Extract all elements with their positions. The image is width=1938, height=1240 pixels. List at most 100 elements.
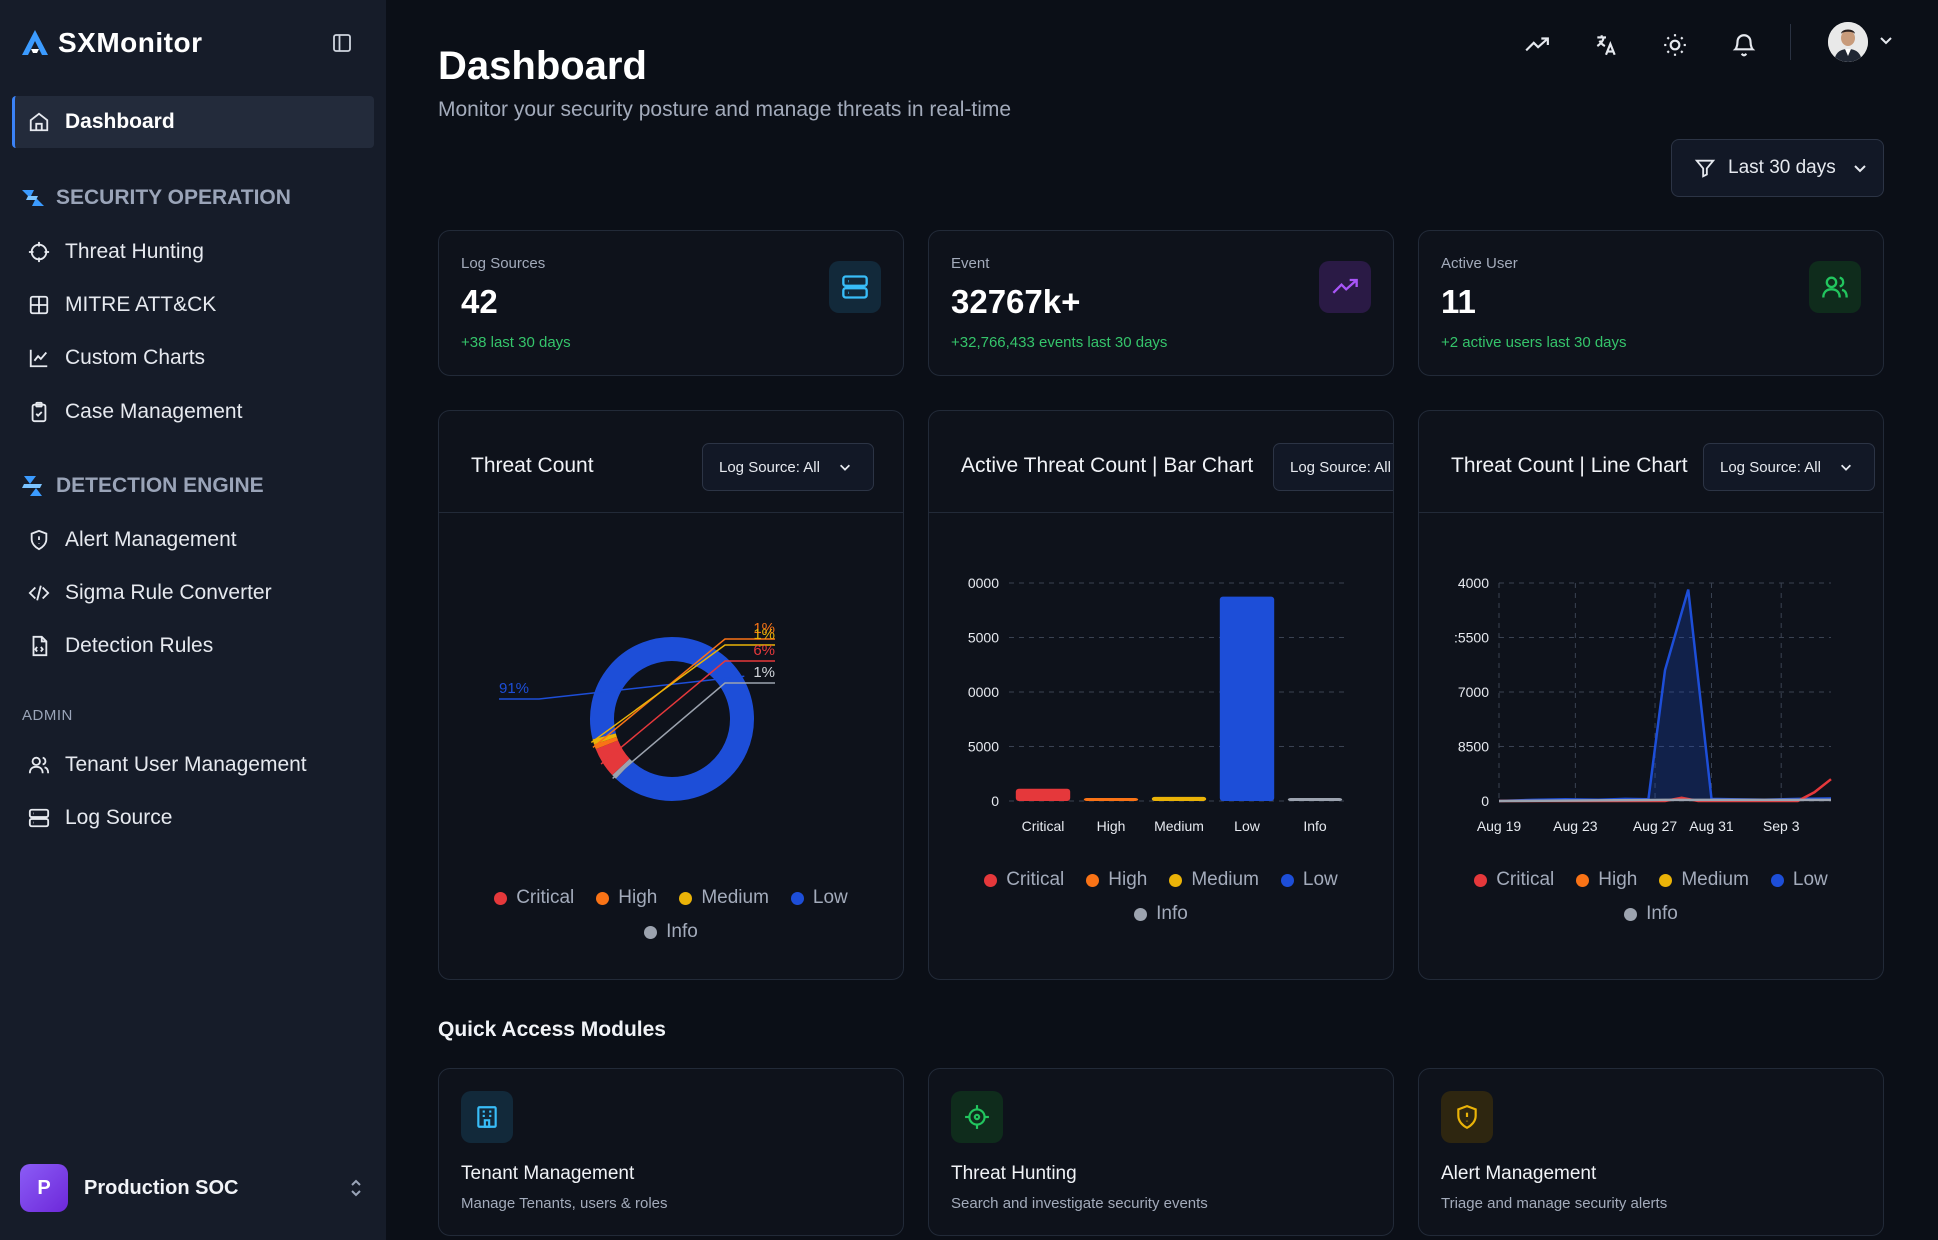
sidebar-item-label: Alert Management (65, 528, 237, 551)
legend-dot (1134, 907, 1148, 921)
sidebar-item-label: Detection Rules (65, 634, 214, 657)
y-tick-label: 8500 (1458, 739, 1489, 755)
quick-access-alert-management[interactable]: Alert Management Triage and manage secur… (1418, 1068, 1884, 1236)
sidebar-toggle-icon[interactable] (330, 31, 354, 55)
trending-up-icon[interactable] (1522, 30, 1552, 60)
sidebar: SXMonitor Dashboard SECURITY OPERATION T… (0, 0, 386, 1240)
stat-card-active-user: Active User 11 +2 active users last 30 d… (1418, 230, 1884, 376)
sidebar-item-sigma-rule-converter[interactable]: Sigma Rule Converter (12, 567, 374, 619)
legend-label: Critical (516, 887, 575, 908)
chart-legend: Critical High Medium Low Info (1419, 869, 1883, 925)
server-icon (829, 261, 881, 313)
donut-slice-high (594, 736, 619, 750)
quick-access-tenant-management[interactable]: Tenant Management Manage Tenants, users … (438, 1068, 904, 1236)
stat-card-event: Event 32767k+ +32,766,433 events last 30… (928, 230, 1394, 376)
quick-access-threat-hunting[interactable]: Threat Hunting Search and investigate se… (928, 1068, 1394, 1236)
legend-item-critical[interactable]: Critical (494, 887, 574, 909)
log-source-label: Log Source: All (1290, 458, 1391, 476)
line-chart: 0 8500 7000:5500 4000 Aug 19 Aug 23 Aug 27 Aug … (1454, 575, 1832, 834)
legend-label: Medium (1681, 869, 1749, 890)
legend-label: Low (812, 887, 848, 908)
sidebar-item-custom-charts[interactable]: Custom Charts (12, 332, 374, 384)
log-source-select[interactable]: Log Source: All (1273, 443, 1393, 491)
legend-item-high[interactable]: High (1576, 869, 1637, 891)
stat-delta: +2 active users last 30 days (1441, 334, 1627, 351)
legend-label: Info (666, 921, 698, 942)
bar-medium (1151, 796, 1207, 801)
shield-alert-icon (27, 528, 51, 552)
sidebar-item-label: Threat Hunting (65, 240, 204, 263)
donut-chart: 91%1%1%6%1% (499, 620, 775, 801)
y-tick-label: 5000 (968, 739, 999, 755)
chevron-down-icon (1854, 165, 1866, 173)
legend-item-critical[interactable]: Critical (1474, 869, 1554, 891)
legend-item-low[interactable]: Low (790, 887, 848, 909)
sidebar-item-mitre[interactable]: MITRE ATT&CK (12, 279, 374, 331)
y-tick-label: 0 (1481, 793, 1489, 809)
date-range-select[interactable]: Last 30 days (1671, 139, 1884, 197)
x-tick-label: High (1097, 818, 1126, 834)
sidebar-item-alert-management[interactable]: Alert Management (12, 514, 374, 566)
sidebar-item-detection-rules[interactable]: Detection Rules (12, 620, 374, 672)
sidebar-item-log-source[interactable]: Log Source (12, 792, 374, 844)
legend-item-low[interactable]: Low (1280, 869, 1338, 891)
user-avatar[interactable] (1828, 22, 1868, 62)
legend-label: High (1108, 869, 1148, 890)
legend-item-medium[interactable]: Medium (679, 887, 769, 909)
module-name: Alert Management (1441, 1163, 1597, 1184)
sidebar-item-threat-hunting[interactable]: Threat Hunting (12, 226, 374, 278)
legend-item-info[interactable]: Info (644, 921, 698, 943)
log-source-label: Log Source: All (719, 458, 820, 476)
legend-item-medium[interactable]: Medium (1169, 869, 1259, 891)
legend-label: Medium (701, 887, 769, 908)
translate-icon[interactable] (1591, 30, 1621, 60)
legend-label: High (1598, 869, 1638, 890)
legend-label: Critical (1006, 869, 1065, 890)
donut-leader-info (612, 682, 775, 779)
legend-item-medium[interactable]: Medium (1659, 869, 1749, 891)
chart-legend: Critical High Medium Low Info (929, 869, 1393, 925)
brand[interactable]: SXMonitor (20, 24, 203, 62)
sun-icon[interactable] (1660, 30, 1690, 60)
legend-label: Critical (1496, 869, 1555, 890)
stat-delta: +32,766,433 events last 30 days (951, 334, 1168, 351)
module-name: Threat Hunting (951, 1163, 1077, 1184)
threat-line-card: Threat Count | Line Chart Log Source: Al… (1418, 410, 1884, 980)
donut-label-critical: 6% (753, 642, 775, 659)
module-desc: Triage and manage security alerts (1441, 1195, 1668, 1212)
legend-label: Info (1646, 903, 1678, 924)
org-switcher[interactable]: P Production SOC (20, 1164, 364, 1212)
stat-value: 42 (461, 283, 498, 320)
legend-item-high[interactable]: High (1086, 869, 1147, 891)
log-source-select[interactable]: Log Source: All (1703, 443, 1875, 491)
code-icon (27, 581, 51, 605)
legend-dot (1086, 873, 1100, 887)
bell-icon[interactable] (1729, 30, 1759, 60)
log-source-select[interactable]: Log Source: All (702, 443, 874, 491)
app-name: SXMonitor (58, 27, 203, 58)
donut-label-info: 1% (753, 664, 775, 681)
date-range-label: Last 30 days (1728, 157, 1836, 178)
donut-leader-medium (590, 644, 775, 744)
active-threat-bar-card: Active Threat Count | Bar Chart Log Sour… (928, 410, 1394, 980)
threat-count-card: Threat Count Log Source: All 91% 1% 1% 6% 1%… (438, 410, 904, 980)
chart-header: Threat Count Log Source: All (439, 411, 903, 513)
legend-dot (1169, 873, 1183, 887)
log-source-label: Log Source: All (1720, 458, 1821, 476)
bar-high (1083, 798, 1139, 801)
legend-item-info[interactable]: Info (1134, 903, 1188, 925)
chart-title: Threat Count | Line Chart (1451, 454, 1688, 477)
org-avatar: P (20, 1164, 68, 1212)
chevron-down-icon[interactable] (1878, 32, 1894, 53)
sidebar-item-tenant-user-management[interactable]: Tenant User Management (12, 739, 374, 791)
donut-label-low: 91% (499, 680, 529, 697)
users-icon (1809, 261, 1861, 313)
legend-item-critical[interactable]: Critical (984, 869, 1064, 891)
sidebar-item-case-management[interactable]: Case Management (12, 386, 374, 438)
sidebar-item-dashboard[interactable]: Dashboard (12, 96, 374, 148)
x-tick-label: Info (1303, 818, 1327, 834)
legend-item-info[interactable]: Info (1624, 903, 1678, 925)
legend-item-low[interactable]: Low (1770, 869, 1828, 891)
legend-item-high[interactable]: High (596, 887, 657, 909)
x-tick-label: Aug 27 (1633, 818, 1678, 834)
